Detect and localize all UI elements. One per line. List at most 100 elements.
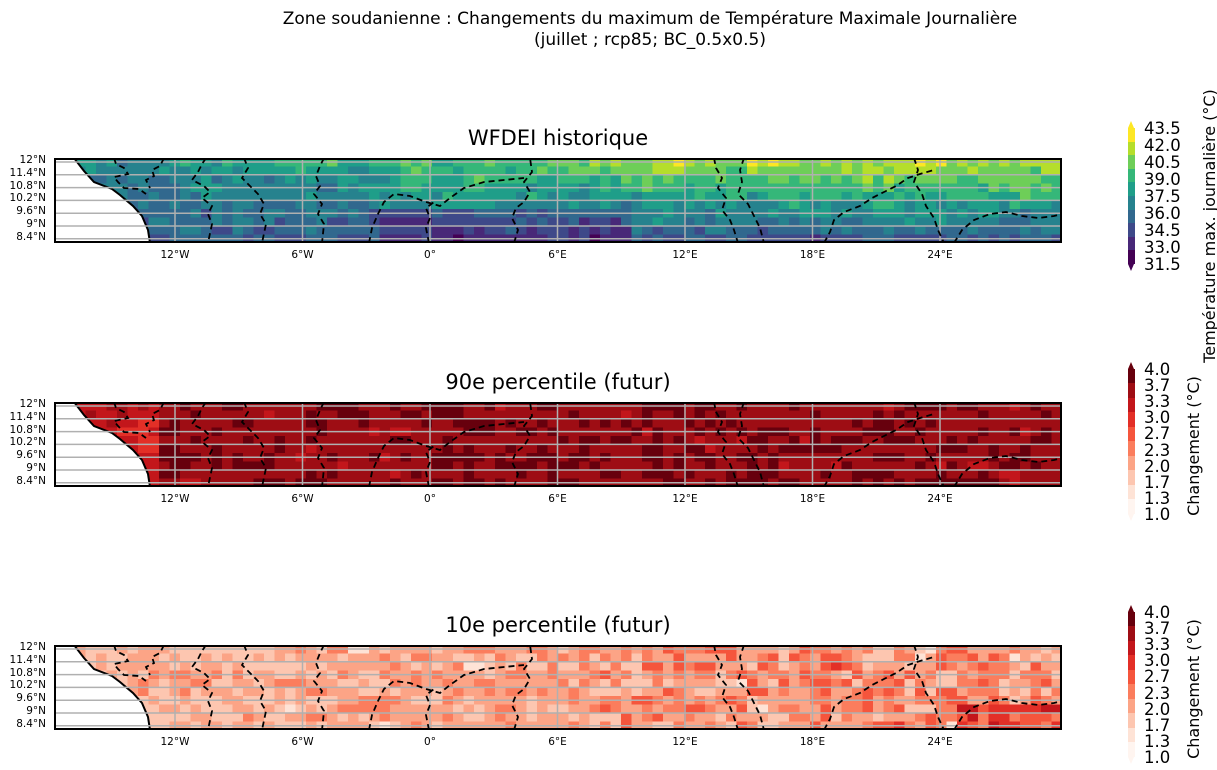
- field-cell: [936, 461, 948, 471]
- field-cell: [621, 653, 633, 663]
- field-cell: [1041, 410, 1053, 420]
- field-cell: [904, 217, 916, 227]
- field-cell: [463, 679, 475, 689]
- field-cell: [988, 470, 1000, 480]
- field-cell: [894, 713, 906, 723]
- field-cell: [967, 687, 979, 697]
- field-cell: [400, 192, 412, 202]
- field-cell: [432, 653, 444, 663]
- field-cell: [915, 217, 927, 227]
- field-cell: [159, 679, 171, 689]
- field-cell: [138, 200, 150, 210]
- field-cell: [85, 653, 97, 663]
- field-cell: [1020, 410, 1032, 420]
- field-cell: [516, 653, 528, 663]
- field-cell: [138, 410, 150, 420]
- country-border: [240, 158, 267, 243]
- field-cell: [831, 470, 843, 480]
- field-cell: [852, 217, 864, 227]
- field-cell: [936, 679, 948, 689]
- field-cell: [148, 662, 160, 672]
- field-cell: [684, 470, 696, 480]
- field-cell: [663, 662, 675, 672]
- field-cell: [264, 653, 276, 663]
- field-cell: [306, 200, 318, 210]
- field-cell: [232, 704, 244, 714]
- field-cell: [369, 713, 381, 723]
- field-cell: [799, 192, 811, 202]
- field-cell: [957, 687, 969, 697]
- field-cell: [883, 436, 895, 446]
- field-cell: [652, 436, 664, 446]
- field-cell: [211, 436, 223, 446]
- field-cell: [600, 662, 612, 672]
- field-cell: [726, 175, 738, 185]
- colorbar-segment: [1128, 128, 1135, 142]
- field-cell: [883, 461, 895, 471]
- field-cell: [642, 713, 654, 723]
- field-cell: [988, 713, 1000, 723]
- field-cell: [705, 166, 717, 176]
- field-cell: [432, 410, 444, 420]
- field-cell: [768, 192, 780, 202]
- colorbar-segment: [1128, 626, 1135, 641]
- field-cell: [547, 410, 559, 420]
- field-cell: [253, 662, 265, 672]
- field-cell: [117, 175, 129, 185]
- field-cell: [463, 436, 475, 446]
- country-border: [144, 402, 165, 433]
- field-cell: [1009, 461, 1021, 471]
- field-cell: [243, 704, 255, 714]
- field-cell: [946, 704, 958, 714]
- field-cell: [862, 444, 874, 454]
- field-cell: [264, 679, 276, 689]
- field-cell: [621, 679, 633, 689]
- field-cell: [831, 444, 843, 454]
- field-cell: [264, 436, 276, 446]
- field-cell: [978, 217, 990, 227]
- field-cell: [516, 175, 528, 185]
- colorbar-segment: [1128, 612, 1135, 627]
- field-cell: [610, 444, 622, 454]
- field-cell: [180, 436, 192, 446]
- field-cell: [495, 192, 507, 202]
- field-cell: [1030, 419, 1042, 429]
- field-cell: [558, 679, 570, 689]
- colorbar-tick-label: 4.0: [1144, 360, 1171, 379]
- field-cell: [201, 226, 213, 236]
- field-cell: [222, 470, 234, 480]
- field-cell: [516, 192, 528, 202]
- field-cell: [453, 419, 465, 429]
- field-cell: [222, 687, 234, 697]
- field-cell: [358, 461, 370, 471]
- field-cell: [568, 704, 580, 714]
- field-cell: [936, 662, 948, 672]
- field-cell: [285, 704, 297, 714]
- field-cell: [148, 687, 160, 697]
- field-cell: [1009, 410, 1021, 420]
- field-cell: [274, 679, 286, 689]
- field-cell: [915, 410, 927, 420]
- field-cell: [810, 436, 822, 446]
- colorbar-segment: [1128, 141, 1135, 156]
- field-cell: [537, 704, 549, 714]
- field-cell: [852, 200, 864, 210]
- field-cell: [222, 200, 234, 210]
- field-cell: [810, 679, 822, 689]
- field-cell: [904, 192, 916, 202]
- colorbar-segment: [1128, 470, 1135, 485]
- field-cell: [369, 687, 381, 697]
- field-cell: [211, 166, 223, 176]
- field-cell: [978, 192, 990, 202]
- field-cell: [232, 175, 244, 185]
- field-cell: [778, 653, 790, 663]
- field-cell: [547, 166, 559, 176]
- field-cell: [453, 192, 465, 202]
- field-cell: [841, 653, 853, 663]
- field-cell: [390, 679, 402, 689]
- x-tick-label: 6°W: [291, 249, 314, 261]
- field-cell: [379, 662, 391, 672]
- field-cell: [715, 166, 727, 176]
- field-cell: [127, 410, 139, 420]
- field-cell: [505, 653, 517, 663]
